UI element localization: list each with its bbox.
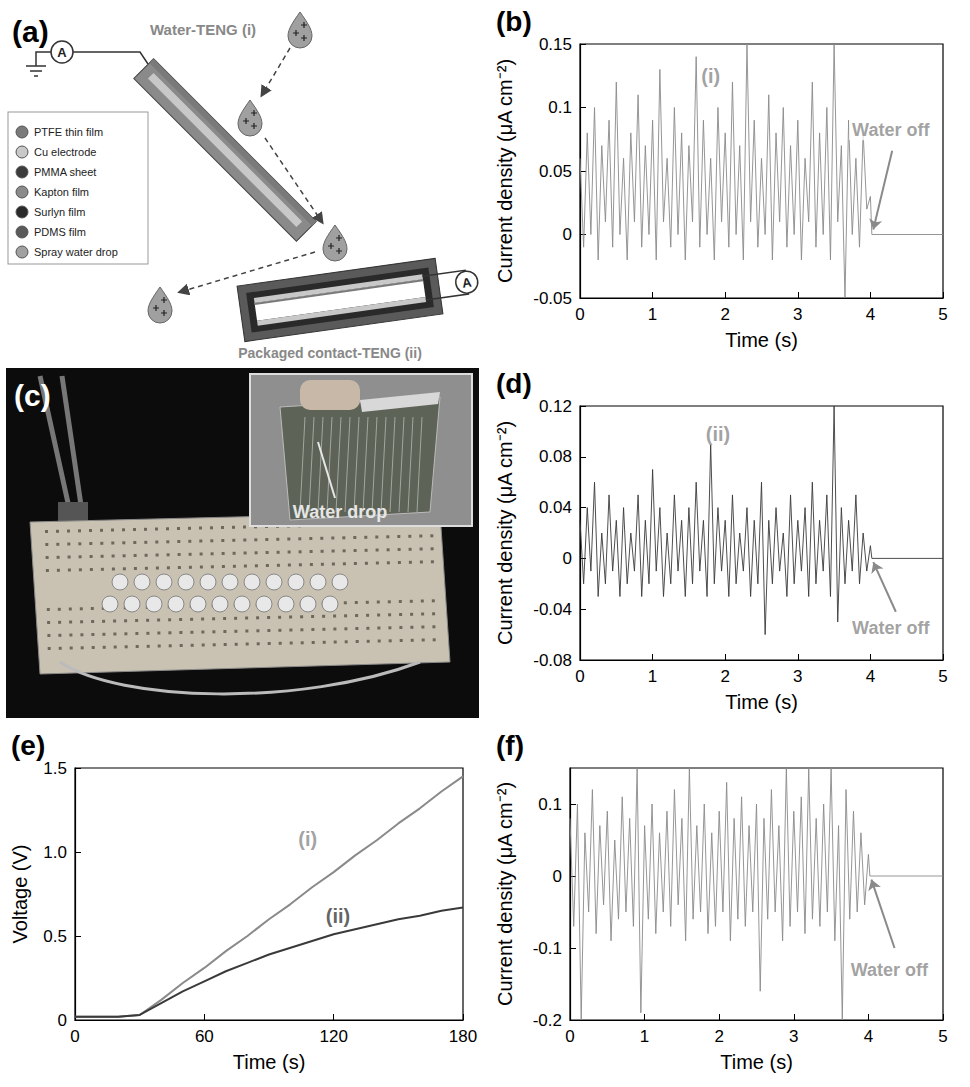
svg-text:(c): (c) bbox=[14, 379, 51, 412]
svg-text:0.1: 0.1 bbox=[538, 795, 562, 814]
svg-text:180: 180 bbox=[449, 1027, 477, 1046]
svg-text:1: 1 bbox=[648, 305, 657, 324]
svg-text:(i): (i) bbox=[298, 828, 317, 850]
svg-text:0: 0 bbox=[575, 305, 584, 324]
svg-text:5: 5 bbox=[938, 667, 947, 686]
svg-text:2: 2 bbox=[720, 667, 729, 686]
svg-text:5: 5 bbox=[938, 305, 947, 324]
svg-text:Time (s): Time (s) bbox=[720, 1051, 793, 1073]
svg-text:0.05: 0.05 bbox=[539, 162, 572, 181]
svg-text:1.5: 1.5 bbox=[43, 759, 67, 778]
svg-text:4: 4 bbox=[866, 667, 875, 686]
svg-text:0: 0 bbox=[563, 549, 572, 568]
svg-text:1.0: 1.0 bbox=[43, 843, 67, 862]
svg-text:0: 0 bbox=[553, 867, 562, 886]
svg-text:Water off: Water off bbox=[852, 618, 930, 638]
svg-text:0.1: 0.1 bbox=[548, 98, 572, 117]
svg-text:Time (s): Time (s) bbox=[725, 329, 798, 351]
svg-text:Time (s): Time (s) bbox=[725, 691, 798, 713]
svg-text:1: 1 bbox=[640, 1027, 649, 1046]
svg-text:-0.08: -0.08 bbox=[533, 651, 572, 670]
svg-text:60: 60 bbox=[195, 1027, 214, 1046]
svg-text:Current density (μA cm⁻²): Current density (μA cm⁻²) bbox=[494, 782, 516, 1006]
svg-text:PDMS film: PDMS film bbox=[34, 226, 86, 238]
svg-text:-0.04: -0.04 bbox=[533, 600, 572, 619]
svg-text:Cu electrode: Cu electrode bbox=[34, 146, 96, 158]
svg-text:Kapton film: Kapton film bbox=[34, 186, 89, 198]
svg-text:(f): (f) bbox=[496, 730, 524, 761]
svg-text:Voltage (V): Voltage (V) bbox=[9, 845, 31, 944]
svg-text:4: 4 bbox=[864, 1027, 873, 1046]
svg-text:0: 0 bbox=[565, 1027, 574, 1046]
svg-text:Packaged contact-TENG (ii): Packaged contact-TENG (ii) bbox=[238, 345, 422, 361]
svg-text:0.5: 0.5 bbox=[43, 927, 67, 946]
svg-text:A: A bbox=[57, 45, 67, 60]
svg-text:(d): (d) bbox=[496, 368, 532, 399]
svg-text:3: 3 bbox=[793, 305, 802, 324]
svg-text:0.12: 0.12 bbox=[539, 397, 572, 416]
svg-text:120: 120 bbox=[319, 1027, 347, 1046]
svg-text:(b): (b) bbox=[496, 6, 532, 37]
svg-text:0.15: 0.15 bbox=[539, 35, 572, 54]
svg-text:2: 2 bbox=[714, 1027, 723, 1046]
svg-text:Current density (μA cm⁻²): Current density (μA cm⁻²) bbox=[494, 59, 516, 283]
svg-text:Current density (μA cm⁻²): Current density (μA cm⁻²) bbox=[494, 421, 516, 645]
svg-text:0: 0 bbox=[58, 1011, 67, 1030]
svg-text:PTFE thin film: PTFE thin film bbox=[34, 126, 103, 138]
svg-text:(e): (e) bbox=[11, 730, 45, 761]
svg-text:0: 0 bbox=[575, 667, 584, 686]
svg-text:1: 1 bbox=[648, 667, 657, 686]
svg-text:0: 0 bbox=[563, 225, 572, 244]
svg-text:PMMA sheet: PMMA sheet bbox=[34, 166, 96, 178]
svg-text:Water off: Water off bbox=[852, 120, 930, 140]
svg-text:-0.2: -0.2 bbox=[533, 1011, 562, 1030]
svg-text:Water off: Water off bbox=[851, 960, 929, 980]
svg-text:(ii): (ii) bbox=[706, 423, 730, 445]
svg-text:5: 5 bbox=[938, 1027, 947, 1046]
svg-text:0.08: 0.08 bbox=[539, 447, 572, 466]
svg-text:Water-TENG (i): Water-TENG (i) bbox=[150, 21, 256, 38]
svg-text:Spray water drop: Spray water drop bbox=[34, 246, 118, 258]
svg-text:0: 0 bbox=[70, 1027, 79, 1046]
svg-text:(ii): (ii) bbox=[326, 905, 350, 927]
svg-text:4: 4 bbox=[866, 305, 875, 324]
svg-text:(i): (i) bbox=[701, 65, 720, 87]
svg-text:Water drop: Water drop bbox=[293, 502, 387, 522]
svg-text:-0.05: -0.05 bbox=[533, 289, 572, 308]
svg-text:3: 3 bbox=[793, 667, 802, 686]
svg-text:(a): (a) bbox=[12, 15, 49, 48]
svg-text:2: 2 bbox=[720, 305, 729, 324]
svg-text:-0.1: -0.1 bbox=[533, 939, 562, 958]
svg-text:3: 3 bbox=[789, 1027, 798, 1046]
svg-text:Time (s): Time (s) bbox=[233, 1051, 306, 1073]
svg-text:Surlyn film: Surlyn film bbox=[34, 206, 85, 218]
svg-text:0.04: 0.04 bbox=[539, 498, 572, 517]
svg-text:A: A bbox=[461, 275, 473, 291]
